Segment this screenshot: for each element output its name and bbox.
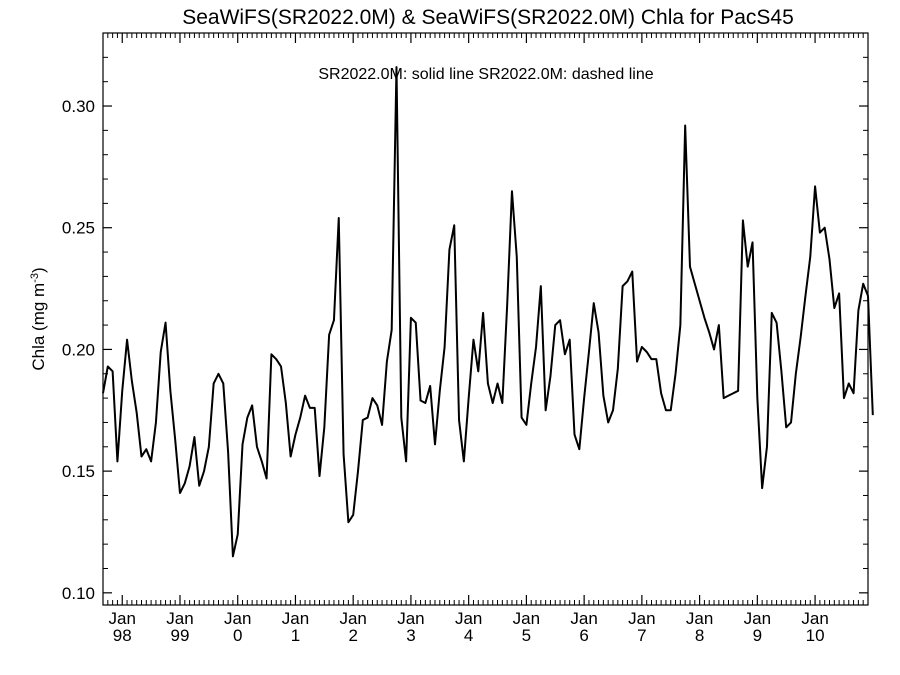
y-axis-label-superscript: -3 xyxy=(29,273,41,283)
x-tick-label-year: 3 xyxy=(406,626,415,645)
plot-frame xyxy=(102,32,869,606)
x-tick-label-year: 4 xyxy=(464,626,473,645)
x-tick-label-year: 98 xyxy=(113,626,132,645)
x-tick-label-month: Jan xyxy=(570,609,597,628)
x-tick-label-month: Jan xyxy=(339,609,366,628)
x-tick-label-month: Jan xyxy=(282,609,309,628)
chart-legend-text: SR2022.0M: solid line SR2022.0M: dashed … xyxy=(318,66,653,83)
y-tick-label: 0.15 xyxy=(62,462,95,481)
x-tick-label-month: Jan xyxy=(628,609,655,628)
y-tick-label: 0.20 xyxy=(62,340,95,359)
y-axis-label: Chla (mg m-3) xyxy=(29,267,48,370)
x-tick-label-year: 9 xyxy=(753,626,762,645)
y-axis-label-close: ) xyxy=(29,267,48,273)
x-tick-label-year: 2 xyxy=(348,626,357,645)
series-line-solid xyxy=(102,66,874,558)
x-tick-label-month: Jan xyxy=(455,609,482,628)
y-tick-label: 0.30 xyxy=(62,97,95,116)
chart-title: SeaWiFS(SR2022.0M) & SeaWiFS(SR2022.0M) … xyxy=(182,6,794,29)
y-tick-label: 0.25 xyxy=(62,219,95,238)
y-axis: 0.10 0.15 0.20 0.25 0.30 xyxy=(62,32,868,603)
y-axis-label-main: Chla (mg m xyxy=(29,283,48,371)
x-tick-label-year: 0 xyxy=(233,626,242,645)
x-axis: Jan98Jan99Jan0Jan1Jan2Jan3Jan4Jan5Jan6Ja… xyxy=(102,33,869,645)
y-tick-label: 0.10 xyxy=(62,584,95,603)
x-tick-label-month: Jan xyxy=(744,609,771,628)
x-tick-label-year: 8 xyxy=(695,626,704,645)
x-tick-label-month: Jan xyxy=(801,609,828,628)
x-tick-label-year: 10 xyxy=(806,626,825,645)
x-tick-label-month: Jan xyxy=(513,609,540,628)
x-tick-label-month: Jan xyxy=(397,609,424,628)
x-tick-label-year: 6 xyxy=(579,626,588,645)
x-tick-label-month: Jan xyxy=(109,609,136,628)
series-layer xyxy=(102,66,874,558)
x-tick-label-year: 1 xyxy=(291,626,300,645)
x-tick-label-year: 5 xyxy=(522,626,531,645)
x-tick-label-month: Jan xyxy=(686,609,713,628)
x-tick-label-month: Jan xyxy=(224,609,251,628)
x-tick-label-year: 99 xyxy=(171,626,190,645)
x-tick-label-year: 7 xyxy=(637,626,646,645)
x-tick-label-month: Jan xyxy=(166,609,193,628)
